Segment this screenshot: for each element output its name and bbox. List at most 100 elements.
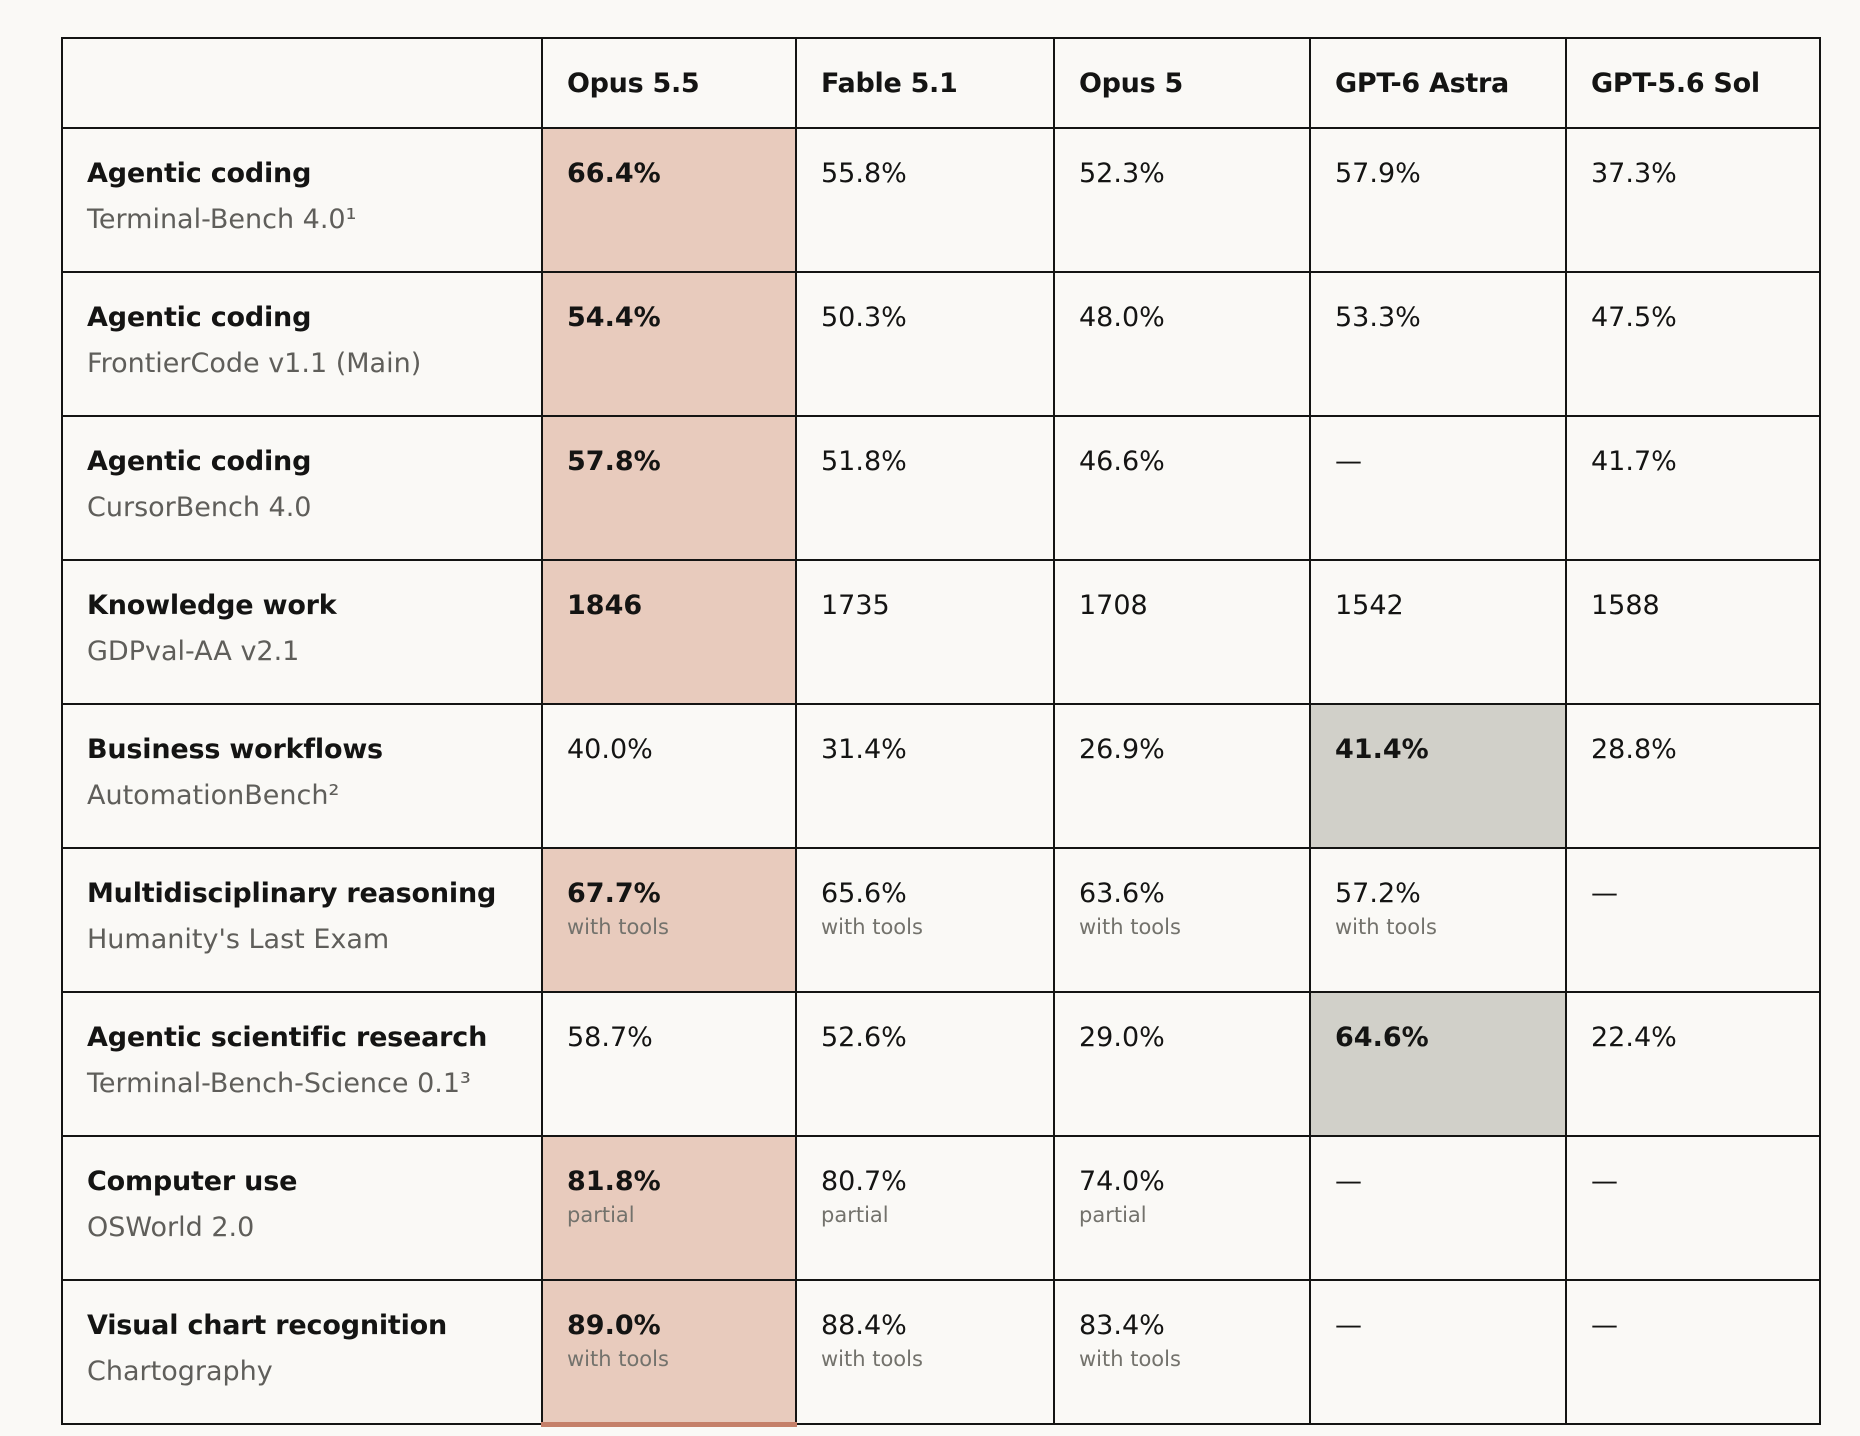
benchmark-label-cell: Knowledge work GDPval-AA v2.1 [61,559,543,705]
score-value: 37.3% [1591,158,1677,189]
benchmark-category: Agentic coding [87,446,312,477]
table-row: Agentic coding CursorBench 4.0 57.8% 51.8% 4… [61,415,1821,561]
score-cell-opus-5-5: 57.8% [541,415,797,561]
score-value: — [1591,1310,1618,1341]
score-cell-gpt-5-6-sol: 1588 [1565,559,1821,705]
table-row: Agentic coding FrontierCode v1.1 (Main) 54… [61,271,1821,417]
benchmark-category: Multidisciplinary reasoning [87,878,497,909]
score-cell-opus-5-5: 40.0% [541,703,797,849]
score-value: 31.4% [821,734,907,765]
score-cell-opus-5: 63.6% with tools [1053,847,1311,993]
score-value: 88.4% [821,1310,907,1341]
score-cell-gpt-5-6-sol: 28.8% [1565,703,1821,849]
score-value: 50.3% [821,302,907,333]
score-value: 41.7% [1591,446,1677,477]
score-cell-opus-5: 46.6% [1053,415,1311,561]
score-cell-opus-5: 83.4% with tools [1053,1279,1311,1425]
benchmark-category: Visual chart recognition [87,1310,448,1341]
benchmark-name: FrontierCode v1.1 (Main) [87,348,422,379]
score-cell-fable-5-1: 51.8% [795,415,1055,561]
score-value: 51.8% [821,446,907,477]
score-cell-gpt-6-astra: — [1309,1279,1567,1425]
score-cell-gpt-5-6-sol: — [1565,1279,1821,1425]
benchmark-category: Knowledge work [87,590,337,621]
benchmark-label-cell: Agentic coding Terminal-Bench 4.0¹ [61,127,543,273]
score-cell-gpt-6-astra: 64.6% [1309,991,1567,1137]
benchmark-category: Business workflows [87,734,383,765]
score-cell-fable-5-1: 50.3% [795,271,1055,417]
score-value: 74.0% [1079,1166,1165,1197]
score-cell-opus-5: 1708 [1053,559,1311,705]
benchmark-label-cell: Agentic coding CursorBench 4.0 [61,415,543,561]
score-value: 54.4% [567,302,661,333]
benchmark-category: Agentic scientific research [87,1022,488,1053]
benchmark-label-cell: Computer use OSWorld 2.0 [61,1135,543,1281]
benchmark-name: OSWorld 2.0 [87,1212,255,1243]
table-row: Visual chart recognition Chartography 89.0… [61,1279,1821,1427]
score-value: 41.4% [1335,734,1429,765]
score-value: 1588 [1591,590,1660,621]
header-corner [61,37,543,129]
score-value: 46.6% [1079,446,1165,477]
score-value: 1846 [567,590,643,621]
score-cell-opus-5-5: 67.7% with tools [541,847,797,993]
score-cell-gpt-5-6-sol: — [1565,847,1821,993]
score-cell-gpt-6-astra: — [1309,1135,1567,1281]
score-note: partial [567,1203,635,1227]
score-cell-opus-5-5: 81.8% partial [541,1135,797,1281]
benchmark-label-cell: Visual chart recognition Chartography [61,1279,543,1425]
score-note: with tools [1079,915,1181,939]
benchmark-name: Terminal-Bench 4.0¹ [87,204,357,235]
header-row: Opus 5.5 Fable 5.1 Opus 5 GPT-6 Astra GP… [61,37,1821,129]
score-value: 55.8% [821,158,907,189]
score-value: 22.4% [1591,1022,1677,1053]
score-note: partial [1079,1203,1147,1227]
score-value: 28.8% [1591,734,1677,765]
benchmark-name: CursorBench 4.0 [87,492,312,523]
score-cell-opus-5: 74.0% partial [1053,1135,1311,1281]
score-value: 64.6% [1335,1022,1429,1053]
score-value: 1542 [1335,590,1404,621]
score-cell-opus-5-5: 89.0% with tools [541,1279,797,1427]
benchmark-category: Agentic coding [87,158,312,189]
score-cell-opus-5: 52.3% [1053,127,1311,273]
column-header-opus-5-5: Opus 5.5 [541,37,797,129]
score-cell-gpt-5-6-sol: — [1565,1135,1821,1281]
score-cell-opus-5: 26.9% [1053,703,1311,849]
score-cell-fable-5-1: 65.6% with tools [795,847,1055,993]
column-header-gpt-5-6-sol: GPT-5.6 Sol [1565,37,1821,129]
score-cell-fable-5-1: 1735 [795,559,1055,705]
score-cell-gpt-6-astra: 41.4% [1309,703,1567,849]
table-row: Agentic scientific research Terminal-Benc… [61,991,1821,1137]
score-value: 57.8% [567,446,661,477]
score-value: 57.9% [1335,158,1421,189]
score-value: 83.4% [1079,1310,1165,1341]
score-value: 48.0% [1079,302,1165,333]
table-row: Business workflows AutomationBench² 40.0% 3… [61,703,1821,849]
score-value: 58.7% [567,1022,653,1053]
score-value: 65.6% [821,878,907,909]
score-value: 40.0% [567,734,653,765]
score-cell-opus-5-5: 1846 [541,559,797,705]
benchmark-name: GDPval-AA v2.1 [87,636,300,667]
score-cell-gpt-6-astra: 57.9% [1309,127,1567,273]
benchmark-label-cell: Multidisciplinary reasoning Humanity's La… [61,847,543,993]
score-value: 89.0% [567,1310,661,1341]
score-value: — [1335,1310,1362,1341]
benchmark-name: Terminal-Bench-Science 0.1³ [87,1068,471,1099]
score-value: 26.9% [1079,734,1165,765]
column-header-gpt-6-astra: GPT-6 Astra [1309,37,1567,129]
score-value: 66.4% [567,158,661,189]
score-cell-opus-5: 48.0% [1053,271,1311,417]
table-body: Agentic coding Terminal-Bench 4.0¹ 66.4% 55… [61,127,1821,1427]
score-value: 29.0% [1079,1022,1165,1053]
benchmark-label-cell: Business workflows AutomationBench² [61,703,543,849]
score-cell-gpt-5-6-sol: 47.5% [1565,271,1821,417]
table-row: Computer use OSWorld 2.0 81.8% partial 80.7%… [61,1135,1821,1281]
score-cell-fable-5-1: 88.4% with tools [795,1279,1055,1425]
score-note: with tools [567,915,669,939]
score-note: with tools [821,915,923,939]
benchmark-name: AutomationBench² [87,780,340,811]
table-row: Multidisciplinary reasoning Humanity's La… [61,847,1821,993]
